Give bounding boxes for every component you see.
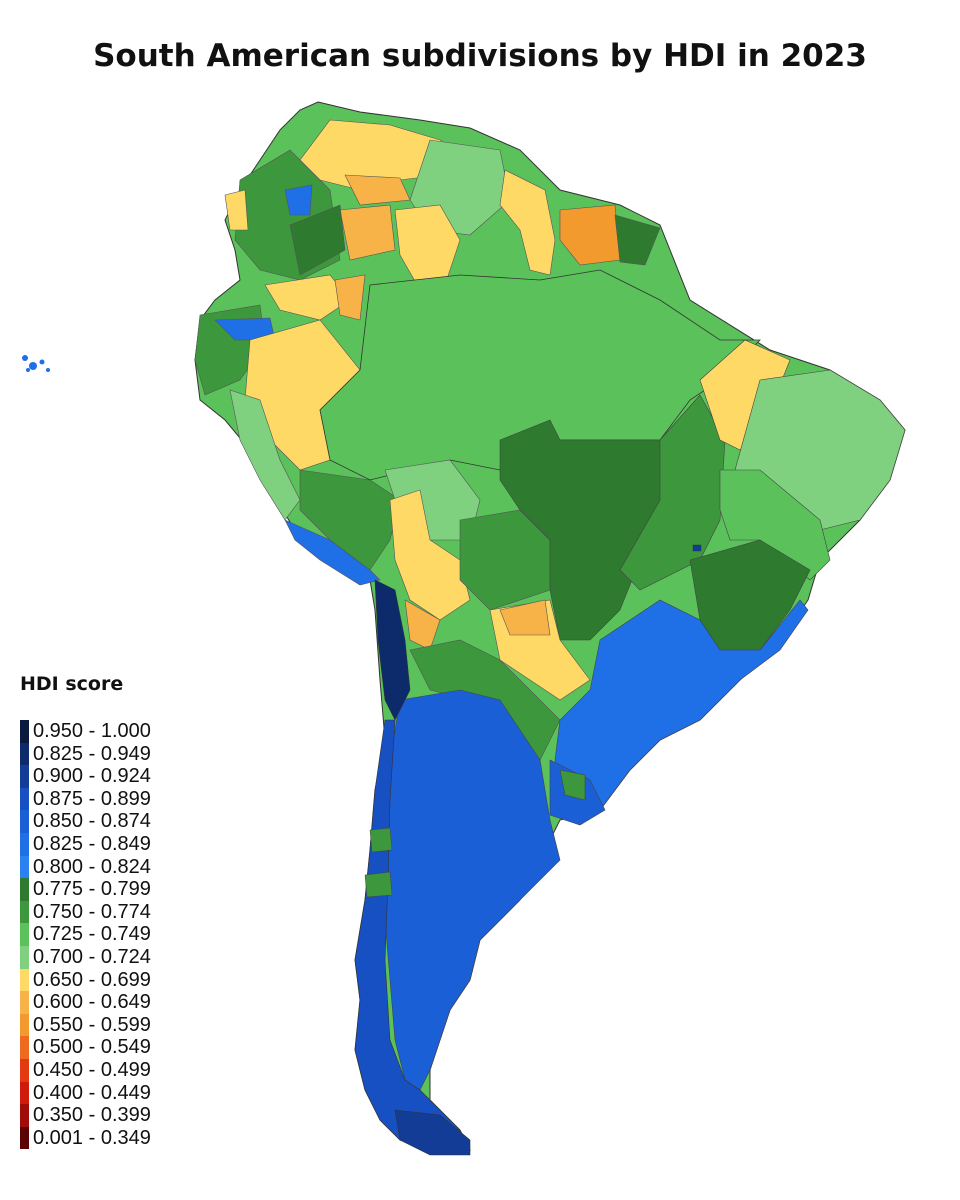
region-colombia-south-orange bbox=[334, 274, 366, 321]
legend: 0.950 - 1.000 0.825 - 0.949 0.900 - 0.924 0… bbox=[20, 720, 151, 1150]
legend-item: 0.900 - 0.924 bbox=[20, 765, 151, 788]
legend-swatch bbox=[20, 878, 29, 901]
legend-swatch bbox=[20, 810, 29, 833]
region-brazil-bahia bbox=[719, 469, 831, 581]
legend-swatch bbox=[20, 968, 29, 992]
legend-label: 0.875 - 0.899 bbox=[33, 787, 151, 810]
legend-label: 0.650 - 0.699 bbox=[33, 968, 151, 991]
legend-label: 0.400 - 0.449 bbox=[33, 1081, 151, 1104]
legend-label: 0.350 - 0.399 bbox=[33, 1104, 151, 1127]
legend-label: 0.700 - 0.724 bbox=[33, 945, 151, 968]
legend-item: 0.700 - 0.724 bbox=[20, 945, 151, 969]
legend-item: 0.550 - 0.599 bbox=[20, 1013, 151, 1037]
region-colombia-yellow bbox=[224, 189, 249, 231]
legend-swatch bbox=[20, 742, 29, 766]
legend-item: 0.775 - 0.799 bbox=[20, 878, 151, 901]
region-tierra-del-fuego bbox=[394, 1109, 471, 1156]
region-chile-green-1 bbox=[369, 827, 393, 853]
region-colombia-dark bbox=[289, 204, 346, 276]
legend-swatch bbox=[20, 765, 29, 788]
legend-label: 0.450 - 0.499 bbox=[33, 1058, 151, 1081]
legend-item: 0.800 - 0.824 bbox=[20, 855, 151, 879]
region-brazil-df bbox=[692, 544, 702, 552]
legend-swatch bbox=[20, 787, 29, 811]
legend-label: 0.850 - 0.874 bbox=[33, 810, 151, 833]
legend-item: 0.875 - 0.899 bbox=[20, 787, 151, 811]
legend-label: 0.725 - 0.749 bbox=[33, 923, 151, 946]
galapagos-islands bbox=[22, 355, 50, 372]
legend-label: 0.600 - 0.649 bbox=[33, 991, 151, 1014]
legend-item: 0.450 - 0.499 bbox=[20, 1058, 151, 1082]
region-bolivia-yellow bbox=[389, 489, 471, 621]
legend-swatch bbox=[20, 900, 29, 924]
region-uruguay-green bbox=[559, 769, 586, 801]
legend-item: 0.001 - 0.349 bbox=[20, 1126, 151, 1150]
legend-swatch bbox=[20, 923, 29, 946]
legend-label: 0.775 - 0.799 bbox=[33, 878, 151, 901]
region-brazil-south bbox=[554, 599, 809, 816]
legend-label: 0.825 - 0.949 bbox=[33, 742, 151, 765]
region-peru-coast bbox=[229, 389, 301, 521]
legend-item: 0.950 - 1.000 bbox=[20, 720, 151, 743]
region-chile-north bbox=[374, 579, 411, 721]
region-paraguay-orange bbox=[499, 599, 551, 636]
legend-swatch bbox=[20, 1104, 29, 1127]
legend-swatch bbox=[20, 991, 29, 1014]
legend-item: 0.400 - 0.449 bbox=[20, 1081, 151, 1105]
region-colombia-south-yellow bbox=[264, 274, 351, 321]
region-colombia-orange bbox=[339, 204, 396, 261]
legend-label: 0.950 - 1.000 bbox=[33, 720, 151, 742]
region-brazil-mato-grosso bbox=[499, 419, 671, 641]
legend-item: 0.825 - 0.949 bbox=[20, 742, 151, 766]
legend-swatch bbox=[20, 1013, 29, 1037]
region-argentina-main bbox=[379, 689, 561, 1091]
legend-label: 0.500 - 0.549 bbox=[33, 1036, 151, 1059]
legend-item: 0.600 - 0.649 bbox=[20, 991, 151, 1014]
legend-label: 0.900 - 0.924 bbox=[33, 765, 151, 788]
legend-item: 0.500 - 0.549 bbox=[20, 1036, 151, 1059]
legend-swatch bbox=[20, 720, 29, 743]
legend-item: 0.825 - 0.849 bbox=[20, 832, 151, 856]
legend-item: 0.725 - 0.749 bbox=[20, 923, 151, 946]
legend-item: 0.350 - 0.399 bbox=[20, 1104, 151, 1127]
legend-item: 0.850 - 0.874 bbox=[20, 810, 151, 833]
region-french-guiana bbox=[614, 214, 661, 266]
legend-label: 0.825 - 0.849 bbox=[33, 832, 151, 855]
region-suriname bbox=[559, 204, 621, 266]
legend-swatch bbox=[20, 1081, 29, 1105]
legend-item: 0.750 - 0.774 bbox=[20, 900, 151, 924]
legend-item: 0.650 - 0.699 bbox=[20, 968, 151, 992]
region-chile-green-2 bbox=[364, 871, 393, 898]
legend-label: 0.001 - 0.349 bbox=[33, 1126, 151, 1149]
legend-label: 0.550 - 0.599 bbox=[33, 1013, 151, 1036]
region-guyana bbox=[499, 169, 556, 276]
legend-swatch bbox=[20, 832, 29, 856]
legend-swatch bbox=[20, 1126, 29, 1150]
region-colombia-blue bbox=[284, 184, 313, 216]
legend-swatch bbox=[20, 1058, 29, 1082]
legend-label: 0.750 - 0.774 bbox=[33, 900, 151, 923]
legend-swatch bbox=[20, 1036, 29, 1059]
map-title: South American subdivisions by HDI in 20… bbox=[93, 38, 867, 74]
legend-swatch bbox=[20, 855, 29, 879]
legend-swatch bbox=[20, 945, 29, 969]
legend-label: 0.800 - 0.824 bbox=[33, 855, 151, 878]
legend-title: HDI score bbox=[20, 673, 124, 695]
region-peru-south-green bbox=[299, 469, 401, 571]
